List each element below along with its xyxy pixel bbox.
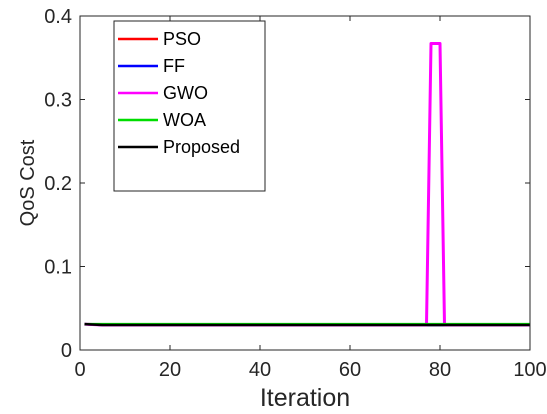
series-line-proposed [84,322,530,327]
legend-label-ff: FF [163,56,185,76]
x-axis-label: Iteration [260,384,350,412]
legend-label-proposed: Proposed [163,137,240,157]
y-tick-label: 0.2 [44,173,72,195]
legend-label-woa: WOA [163,110,206,130]
y-tick-label: 0.1 [44,257,72,279]
x-tick-label: 60 [339,359,361,381]
ticks: 0 20 40 60 80 100 0 0.1 0.2 0.3 0.4 [44,6,547,381]
y-tick-label: 0 [61,340,72,362]
legend-label-gwo: GWO [163,83,208,103]
legend: PSO FF GWO WOA Proposed [113,20,266,192]
y-tick-label: 0.4 [44,6,72,28]
x-tick-label: 80 [429,359,451,381]
plot-lines [84,42,530,327]
x-tick-label: 100 [513,359,546,381]
y-tick-label: 0.3 [44,90,72,112]
legend-box [113,20,266,192]
x-tick-label: 20 [159,359,181,381]
x-tick-label: 0 [74,359,85,381]
legend-label-pso: PSO [163,29,201,49]
x-tick-label: 40 [249,359,271,381]
y-axis-label: QoS Cost [17,139,39,226]
